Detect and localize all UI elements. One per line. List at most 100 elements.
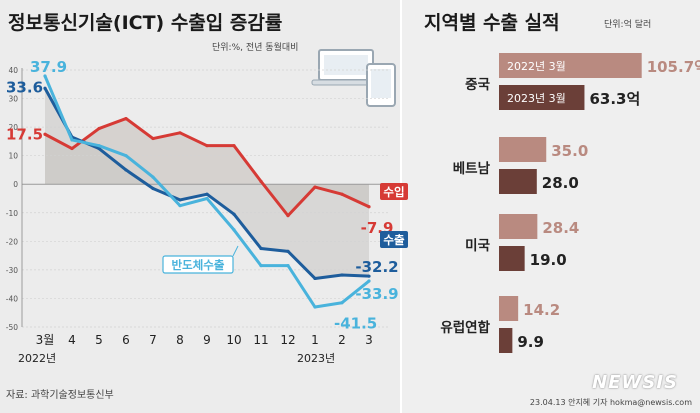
y-tick-label: -50 — [6, 323, 18, 332]
export-point — [178, 198, 182, 202]
export-point — [124, 168, 128, 172]
import-start-label: 17.5 — [6, 125, 43, 143]
semiconductor-export-point — [124, 154, 128, 158]
semiconductor-export-point — [232, 228, 236, 232]
semiconductor-export-point — [340, 301, 344, 305]
semi-legend-tag-border — [162, 255, 234, 274]
export-start-label: 33.6 — [6, 78, 43, 96]
import-point — [340, 192, 344, 196]
export-point — [151, 186, 155, 191]
bar-value-label: 9.9 — [517, 333, 544, 351]
semiconductor-export-point — [151, 175, 155, 179]
bar-series-label: 2022년 3월 — [507, 60, 566, 73]
import-point — [286, 214, 290, 218]
source-note: 자료: 과학기술정보통신부 — [6, 390, 114, 401]
import-point — [232, 144, 236, 148]
semiconductor-export-point — [97, 144, 101, 148]
export-point — [97, 146, 101, 151]
bar-category-label: 베트남 — [453, 160, 491, 177]
import-legend-tag-bg — [380, 183, 408, 200]
y-tick-label: -40 — [6, 294, 18, 303]
import-legend-tag: 수입 — [383, 185, 404, 199]
export-point — [259, 246, 263, 251]
bar — [499, 53, 642, 78]
credit-line: 23.04.13 안지혜 기자 hokma@newsis.com — [529, 398, 692, 407]
x-tick-label: 2 — [338, 333, 346, 347]
bar — [499, 137, 547, 162]
import-point — [367, 205, 371, 209]
bar-chart-unit: 단위:억 달러 — [604, 20, 652, 30]
semi-start-label: 37.9 — [30, 58, 67, 76]
bar-value-label: 19.0 — [530, 251, 567, 269]
y-tick-label: -20 — [6, 237, 18, 246]
bar — [499, 328, 513, 353]
line-chart-unit: 단위:%, 전년 동월대비 — [212, 43, 299, 53]
bar-value-label: 14.2 — [523, 301, 560, 319]
year-label: 2022년 — [18, 352, 56, 365]
bar — [499, 246, 525, 271]
bar-value-label: 63.3억 — [589, 90, 640, 108]
import-point — [97, 126, 101, 131]
bar — [499, 296, 519, 321]
semiconductor-export-point — [70, 138, 74, 142]
line-chart-title: 정보통신기술(ICT) 수출입 증감률 — [8, 12, 283, 34]
x-tick-label: 11 — [253, 333, 268, 347]
x-tick-label: 3 — [365, 333, 373, 347]
export-point — [232, 212, 236, 216]
tablet-icon — [366, 63, 396, 107]
semi-legend-tag-bg — [163, 256, 233, 273]
semiconductor-export-point — [313, 305, 317, 309]
export-end-label: -32.2 — [355, 258, 398, 276]
export-point — [340, 273, 344, 277]
x-tick-label: 10 — [226, 333, 241, 347]
y-tick-label: -10 — [6, 209, 18, 218]
x-tick-label: 1 — [311, 333, 319, 347]
bar-value-label: 105.7억 — [647, 58, 700, 76]
x-tick-label: 3월 — [36, 333, 55, 347]
y-tick-label: 0 — [13, 180, 18, 189]
semiconductor-export-point — [259, 264, 263, 268]
x-tick-label: 4 — [68, 333, 76, 347]
export-point — [286, 249, 290, 253]
y-tick-label: 40 — [8, 66, 18, 75]
semiconductor-export-point — [43, 74, 47, 78]
semi-min-label: -41.5 — [334, 315, 377, 333]
import-point — [124, 116, 128, 121]
import-point — [178, 131, 182, 135]
bar — [499, 214, 538, 239]
import-point — [70, 146, 74, 151]
bar-category-label: 유럽연합 — [440, 319, 490, 336]
bar-category-label: 중국 — [465, 77, 490, 93]
import-point — [205, 144, 209, 148]
semi-end-label: -33.9 — [355, 285, 398, 303]
newsis-logo: NEWSIS — [592, 372, 678, 393]
x-tick-label: 8 — [176, 333, 184, 347]
bar-category-label: 미국 — [465, 238, 490, 254]
x-tick-label: 6 — [122, 333, 130, 347]
semi-legend-tag: 반도체수출 — [172, 258, 225, 272]
semiconductor-export-point — [178, 204, 182, 208]
year-label: 2023년 — [297, 352, 335, 365]
bar-series-label: 2023년 3월 — [507, 92, 566, 105]
x-tick-label: 9 — [203, 333, 211, 347]
semiconductor-export-point — [286, 264, 290, 268]
import-point — [259, 179, 263, 183]
semiconductor-export-point — [367, 279, 371, 283]
export-legend-tag-bg — [380, 231, 408, 248]
export-point — [313, 276, 317, 281]
bar — [499, 169, 537, 194]
x-tick-label: 12 — [280, 333, 295, 347]
export-point — [205, 192, 209, 196]
y-tick-label: 20 — [8, 123, 18, 132]
export-legend-tag: 수출 — [383, 233, 405, 247]
semi-leader-line — [232, 245, 239, 257]
x-tick-label: 7 — [149, 333, 157, 347]
export-point — [43, 86, 47, 90]
y-tick-label: -30 — [6, 266, 18, 275]
x-tick-label: 5 — [95, 333, 103, 347]
bar-value-label: 28.4 — [542, 219, 579, 237]
bar-value-label: 28.0 — [542, 174, 579, 192]
semiconductor-export-point — [205, 196, 209, 201]
